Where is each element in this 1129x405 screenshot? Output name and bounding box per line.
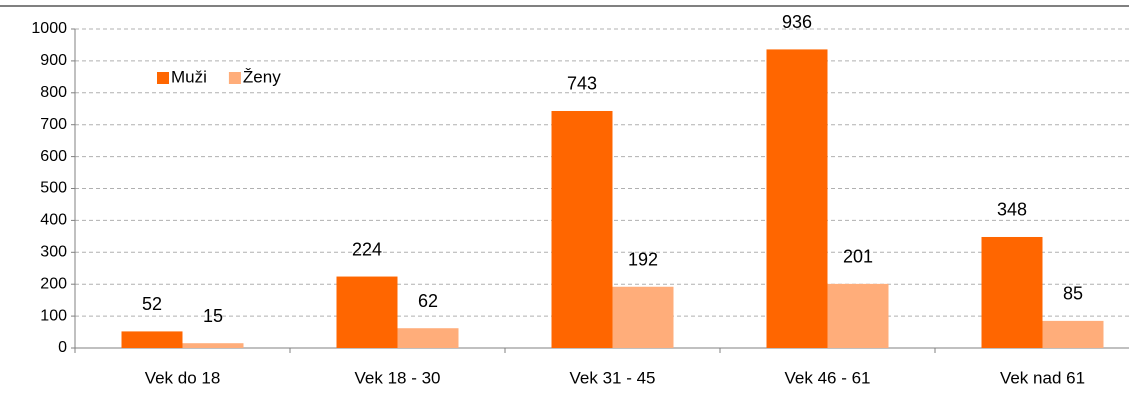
- bar: [551, 110, 613, 348]
- legend-swatch: [157, 72, 169, 84]
- bar: [766, 49, 828, 348]
- x-tick-label: Vek 18 - 30: [354, 368, 440, 387]
- bar: [827, 283, 889, 348]
- y-tick-label: 500: [40, 180, 67, 197]
- y-tick-label: 100: [40, 307, 67, 324]
- y-tick-label: 400: [40, 212, 67, 229]
- legend-label: Muži: [171, 67, 207, 86]
- legend-label: Ženy: [243, 67, 281, 86]
- y-tick-label: 200: [40, 275, 67, 292]
- data-label: 15: [203, 306, 223, 326]
- y-tick-label: 0: [58, 339, 67, 356]
- y-tick-label: 600: [40, 148, 67, 165]
- bar: [981, 236, 1043, 348]
- data-label: 52: [142, 294, 162, 314]
- bar: [336, 276, 398, 348]
- y-tick-label: 700: [40, 116, 67, 133]
- y-tick-label: 1000: [31, 20, 67, 37]
- data-label: 192: [628, 250, 658, 270]
- y-tick-label: 900: [40, 52, 67, 69]
- bar: [182, 343, 244, 348]
- bar: [612, 286, 674, 348]
- bar: [1042, 320, 1104, 348]
- data-label: 224: [352, 239, 382, 259]
- legend-swatch: [228, 72, 241, 84]
- x-tick-label: Vek do 18: [145, 368, 221, 387]
- data-label: 62: [418, 291, 438, 311]
- y-tick-label: 800: [40, 84, 67, 101]
- x-tick-label: Vek nad 61: [1000, 368, 1085, 387]
- x-tick-label: Vek 46 - 61: [784, 368, 870, 387]
- data-label: 936: [782, 12, 812, 32]
- data-label: 743: [567, 74, 597, 94]
- y-tick-label: 300: [40, 244, 67, 261]
- data-label: 348: [997, 200, 1027, 220]
- bar: [397, 328, 459, 348]
- x-tick-label: Vek 31 - 45: [569, 368, 655, 387]
- data-label: 201: [843, 247, 873, 267]
- data-label: 85: [1063, 284, 1083, 304]
- bar: [121, 331, 183, 348]
